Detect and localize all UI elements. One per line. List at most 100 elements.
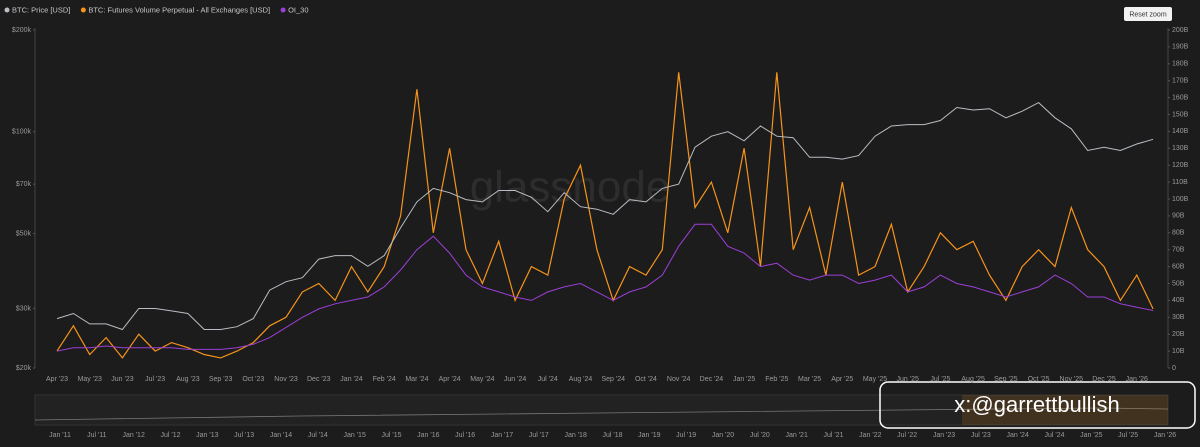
reset-zoom[interactable]: Reset zoom: [1124, 7, 1172, 21]
legend-swatch: [280, 7, 286, 13]
x-tick-label: Jun '24: [504, 376, 526, 383]
navigator-label: Jan '26: [1154, 432, 1176, 439]
x-tick-label: Jan '24: [340, 376, 362, 383]
navigator-label: Jul '17: [529, 432, 549, 439]
x-tick-label: Apr '23: [46, 376, 68, 383]
navigator-label: Jan '17: [491, 432, 513, 439]
x-tick-label: Dec '25: [1092, 376, 1116, 383]
navigator-label: Jul '20: [750, 432, 770, 439]
navigator-label: Jan '25: [1080, 432, 1102, 439]
y2-tick-label: 110B: [1172, 179, 1188, 186]
navigator-label: Jul '21: [823, 432, 843, 439]
reset-label[interactable]: Reset zoom: [1129, 11, 1167, 18]
x-tick-label: Oct '24: [635, 376, 657, 383]
x-tick-label: Sep '24: [601, 376, 625, 383]
x-tick-label: Jan '26: [1126, 376, 1148, 383]
navigator-label: Jul '22: [897, 432, 917, 439]
x-tick-label: Sep '25: [994, 376, 1018, 383]
navigator-label: Jul '14: [308, 432, 328, 439]
credit-box: [879, 381, 1196, 429]
series-line: [56, 223, 1154, 352]
x-tick-label: May '25: [863, 376, 887, 383]
navigator-label: Jul '24: [1044, 432, 1064, 439]
navigator-label: Jul '13: [234, 432, 254, 439]
navigator-label: Jan '23: [933, 432, 955, 439]
y-tick-label: $200k: [12, 27, 32, 34]
y-tick-label: $100k: [12, 129, 32, 136]
series-line: [56, 72, 1154, 359]
navigator-label: Jan '11: [49, 432, 71, 439]
navigator-window[interactable]: [962, 395, 1168, 425]
x-tick-label: Dec '23: [307, 376, 331, 383]
x-tick-label: Oct '23: [242, 376, 264, 383]
navigator-label: Jan '20: [712, 432, 734, 439]
navigator-line: [34, 407, 1169, 421]
y2-tick-label: 80B: [1172, 230, 1185, 237]
y-tick-label: $20k: [16, 365, 32, 372]
x-tick-label: Dec '24: [700, 376, 724, 383]
x-tick-label: Aug '25: [961, 376, 985, 383]
y2-tick-label: 160B: [1172, 94, 1189, 101]
x-tick-label: May '24: [470, 376, 494, 383]
legend-entry: OI_30: [288, 5, 308, 14]
y2-tick-label: 120B: [1172, 162, 1189, 169]
x-tick-label: Nov '23: [274, 376, 298, 383]
x-tick-label: Nov '25: [1060, 376, 1084, 383]
x-tick-label: May '23: [78, 376, 102, 383]
y2-tick-label: 50B: [1172, 280, 1185, 287]
y2-tick-label: 70B: [1172, 247, 1185, 254]
x-tick-label: Nov '24: [667, 376, 691, 383]
y2-tick-label: 170B: [1172, 78, 1189, 85]
navigator[interactable]: [34, 394, 1169, 426]
x-tick-label: Jul '23: [145, 376, 165, 383]
y2-tick-label: 140B: [1172, 128, 1189, 135]
navigator-label: Jan '14: [270, 432, 292, 439]
navigator-label: Jul '19: [676, 432, 696, 439]
y2-tick-label: 0: [1172, 365, 1176, 372]
y2-tick-label: 20B: [1172, 331, 1185, 338]
legend-entry: BTC: Price [USD]: [12, 5, 70, 14]
y2-tick-label: 10B: [1172, 348, 1185, 355]
y2-tick-label: 190B: [1172, 44, 1189, 51]
x-tick-label: Apr '25: [831, 376, 853, 383]
x-tick-label: Mar '25: [798, 376, 821, 383]
x-tick-label: Aug '23: [176, 376, 200, 383]
y2-tick-label: 130B: [1172, 145, 1189, 152]
navigator-label: Jul '25: [1118, 432, 1138, 439]
x-tick-label: Jul '25: [930, 376, 950, 383]
reset-button[interactable]: [1124, 7, 1172, 21]
x-tick-label: Feb '24: [373, 376, 396, 383]
x-tick-label: Sep '23: [209, 376, 233, 383]
y2-tick-label: 100B: [1172, 196, 1189, 203]
navigator-label: Jan '22: [859, 432, 881, 439]
x-tick-label: Feb '25: [765, 376, 788, 383]
credit: x:@garrettbullish: [954, 392, 1119, 417]
y2-tick-label: 180B: [1172, 61, 1189, 68]
navigator-label: Jul '11: [87, 432, 107, 439]
legend-entry: BTC: Futures Volume Perpetual - All Exch…: [88, 5, 270, 14]
x-tick-label: Apr '24: [439, 376, 461, 383]
navigator-label: Jan '12: [122, 432, 144, 439]
y2-tick-label: 90B: [1172, 213, 1185, 220]
x-tick-label: Aug '24: [569, 376, 593, 383]
y-tick-label: $30k: [16, 305, 32, 312]
legend-swatch: [4, 7, 10, 13]
y-tick-label: $70k: [16, 181, 32, 188]
navigator-label: Jan '16: [417, 432, 439, 439]
navigator-label: Jul '15: [381, 432, 401, 439]
y2-tick-label: 150B: [1172, 111, 1189, 118]
y2-tick-label: 30B: [1172, 314, 1185, 321]
navigator-label: Jan '15: [343, 432, 365, 439]
x-tick-label: Jun '23: [111, 376, 133, 383]
x-tick-label: Oct '25: [1028, 376, 1050, 383]
y2-tick-label: 40B: [1172, 297, 1185, 304]
x-tick-label: Jul '24: [538, 376, 558, 383]
y2-tick-label: 60B: [1172, 263, 1185, 270]
navigator-label: Jul '12: [160, 432, 180, 439]
navigator-label: Jan '21: [785, 432, 807, 439]
y-tick-label: $50k: [16, 230, 32, 237]
navigator-label: Jan '19: [638, 432, 660, 439]
navigator-label: Jul '23: [971, 432, 991, 439]
